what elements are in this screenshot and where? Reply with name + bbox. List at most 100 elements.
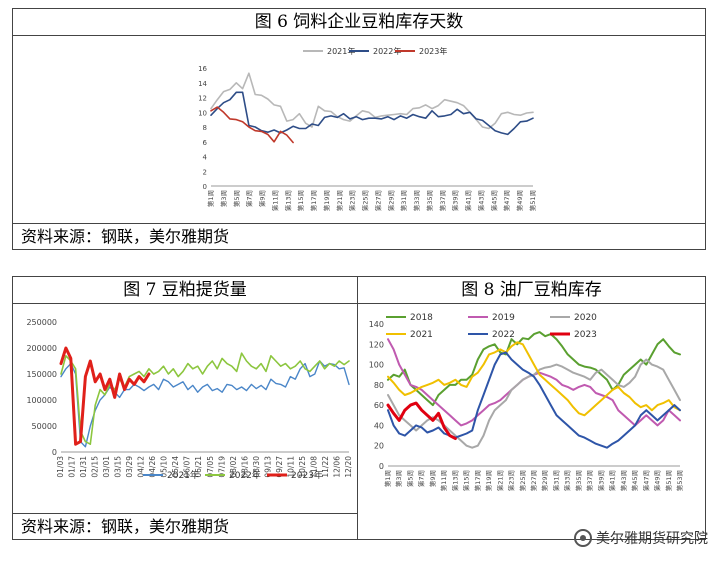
x-tick-label-11: 06/07 — [183, 456, 192, 478]
y-tick-label-8: 16 — [198, 65, 207, 73]
series-line-2022 — [387, 351, 681, 449]
x-tick-label-14: 07/19 — [217, 456, 226, 478]
y-tick-label-7: 140 — [369, 320, 384, 329]
series-line-2021年 — [210, 72, 534, 130]
x-tick-label-25: 第51周 — [528, 190, 537, 211]
y-tick-label-7: 14 — [198, 80, 207, 88]
x-tick-label-4: 第9周 — [428, 470, 437, 487]
y-tick-label-2: 100000 — [26, 396, 57, 405]
x-tick-label-19: 第39周 — [596, 470, 605, 491]
x-tick-label-17: 第35周 — [425, 190, 434, 211]
y-tick-label-5: 10 — [198, 109, 207, 117]
x-tick-label-4: 第9周 — [258, 190, 267, 207]
x-tick-label-13: 第27周 — [529, 470, 538, 491]
x-tick-label-0: 01/03 — [56, 456, 65, 478]
series-line-2018 — [387, 331, 681, 407]
x-tick-label-0: 第1周 — [206, 190, 215, 207]
legend-label-2021年: 2021年 — [167, 469, 199, 481]
x-tick-label-6: 第13周 — [283, 190, 292, 211]
y-tick-label-0: 0 — [379, 462, 384, 471]
x-tick-label-10: 第21周 — [335, 190, 344, 211]
y-tick-label-0: 0 — [203, 183, 207, 191]
watermark: 美尔雅期货研究院 — [574, 528, 708, 548]
x-tick-label-10: 05/24 — [171, 456, 180, 478]
legend-label-2023年: 2023年 — [291, 469, 323, 481]
y-tick-label-0: 0 — [52, 448, 57, 457]
legend-label-2020: 2020 — [574, 313, 597, 323]
x-tick-label-8: 第17周 — [473, 470, 482, 491]
x-tick-label-12: 第25周 — [361, 190, 370, 211]
x-tick-label-17: 第35周 — [574, 470, 583, 491]
x-tick-label-13: 07/05 — [206, 456, 215, 478]
chart8-panel: 图 8 油厂豆粕库存 0 20 40 60 80 100 120 140 第1周 第3周 第5周 第7… — [357, 276, 706, 540]
series-line-2021 — [387, 341, 681, 417]
x-tick-label-18: 第37周 — [438, 190, 447, 211]
series-line-2022年 — [60, 352, 350, 445]
series-line-2021年 — [60, 360, 350, 448]
x-tick-label-1: 第3周 — [219, 190, 228, 207]
x-tick-label-21: 10/25 — [298, 456, 307, 478]
y-tick-label-4: 8 — [203, 124, 207, 132]
chart7-source: 资料来源：钢联，美尔雅期货 — [13, 513, 357, 540]
x-tick-label-5: 第11周 — [270, 190, 279, 211]
x-tick-label-5: 第11周 — [439, 470, 448, 491]
y-tick-label-4: 200000 — [26, 344, 57, 353]
y-tick-label-5: 250000 — [26, 318, 57, 327]
x-tick-label-24: 第49周 — [653, 470, 662, 491]
x-tick-label-9: 第19周 — [484, 470, 493, 491]
x-tick-label-23: 11/22 — [321, 456, 330, 478]
x-tick-label-5: 03/15 — [114, 456, 123, 478]
x-tick-label-23: 第47周 — [502, 190, 511, 211]
series-line-2023年 — [210, 106, 294, 144]
chart7-panel: 图 7 豆粕提货量 0 50000 100000 150000 200000 250000… — [12, 276, 358, 540]
x-tick-label-20: 第41周 — [464, 190, 473, 211]
chart8-title: 图 8 油厂豆粕库存 — [358, 277, 705, 304]
legend-label-2021年: 2021年 — [327, 46, 355, 56]
y-tick-label-1: 20 — [374, 442, 384, 451]
x-tick-label-20: 第41周 — [608, 470, 617, 491]
x-tick-label-25: 第51周 — [664, 470, 673, 491]
x-tick-label-14: 第29周 — [386, 190, 395, 211]
x-tick-label-13: 第27周 — [373, 190, 382, 211]
x-tick-label-12: 06/21 — [194, 456, 203, 478]
x-tick-label-6: 03/29 — [125, 456, 134, 478]
y-tick-label-5: 100 — [369, 361, 384, 370]
x-tick-label-20: 10/11 — [286, 456, 295, 478]
x-tick-label-15: 08/02 — [229, 456, 238, 478]
x-tick-label-22: 第45周 — [630, 470, 639, 491]
series-line-2023年 — [59, 346, 151, 446]
legend-label-2019: 2019 — [492, 313, 515, 323]
series-line-2022年 — [210, 91, 534, 136]
x-tick-label-11: 第23周 — [507, 470, 516, 491]
x-tick-label-19: 09/27 — [275, 456, 284, 478]
y-tick-label-3: 150000 — [26, 370, 57, 379]
x-tick-label-17: 08/30 — [252, 456, 261, 478]
x-tick-label-2: 01/31 — [79, 456, 88, 478]
x-tick-label-8: 04/26 — [148, 456, 157, 478]
x-tick-label-18: 第37周 — [585, 470, 594, 491]
y-tick-label-3: 60 — [374, 401, 384, 410]
x-tick-label-1: 01/17 — [68, 456, 77, 478]
chart7-plot: 0 50000 100000 150000 200000 250000 01/03 01/17… — [26, 318, 353, 481]
legend-label-2018: 2018 — [410, 313, 433, 323]
chart6-plot: 0 2 4 6 8 10 12 14 16 第1周 第3周 第5周 第7周 第9周 第11周 第13周 第15周… — [198, 46, 537, 211]
y-tick-label-1: 50000 — [32, 422, 57, 431]
y-tick-label-3: 6 — [203, 139, 208, 147]
watermark-text: 美尔雅期货研究院 — [596, 531, 708, 547]
x-tick-label-12: 第25周 — [518, 470, 527, 491]
legend-label-2022: 2022 — [492, 330, 515, 340]
x-tick-label-24: 第49周 — [515, 190, 524, 211]
legend-label-2021: 2021 — [410, 330, 433, 340]
wechat-logo-icon — [574, 529, 592, 547]
x-tick-label-19: 第39周 — [451, 190, 460, 211]
x-tick-label-4: 03/01 — [102, 456, 111, 478]
x-tick-label-7: 第15周 — [462, 470, 471, 491]
y-tick-label-6: 12 — [198, 95, 207, 103]
legend-label-2023年: 2023年 — [419, 46, 447, 56]
x-tick-label-3: 02/15 — [91, 456, 100, 478]
x-tick-label-26: 第53周 — [675, 470, 684, 491]
x-tick-label-7: 04/12 — [137, 456, 146, 478]
chart6-panel: 图 6 饲料企业豆粕库存天数 0 2 4 6 8 10 12 14 16 第1周 第3周 第5周 第7周… — [12, 8, 706, 250]
x-tick-label-10: 第21周 — [495, 470, 504, 491]
x-tick-label-21: 第43周 — [619, 470, 628, 491]
